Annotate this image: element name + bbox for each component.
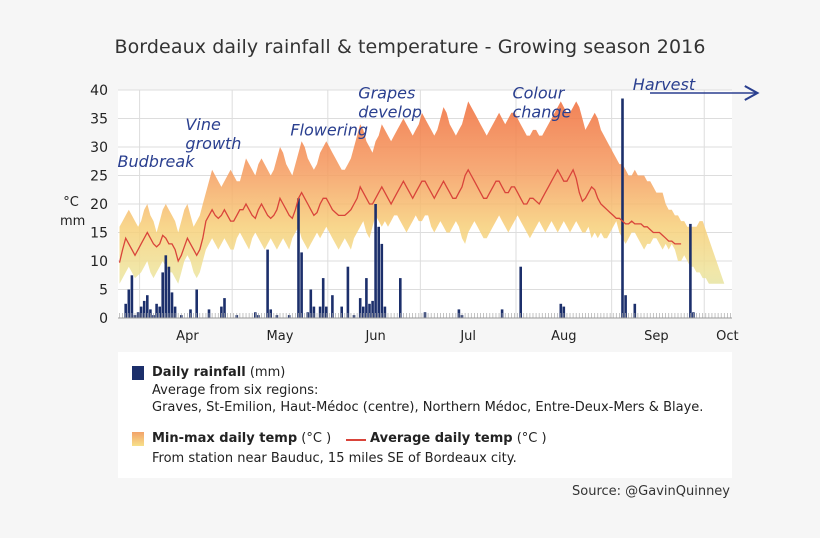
temp-range-swatch [132,432,144,446]
legend-avg-unit: (°C ) [516,431,547,446]
rain-bar [689,223,692,318]
rain-bar [309,289,313,318]
y-axis-unit-mm: mm [60,214,86,229]
month-label-aug: Aug [551,329,576,344]
legend-range-label: Min-max daily temp [152,431,298,446]
y-tick-label: 20 [90,197,108,213]
legend-temp-desc: From station near Bauduc, 15 miles SE of… [152,451,517,466]
rain-bar [170,292,174,318]
y-tick-label: 5 [99,283,108,299]
legend-rainfall-desc2: Graves, St-Emilion, Haut-Médoc (centre),… [152,400,704,415]
annotation-harvest: Harvest [633,75,696,94]
y-tick-label: 25 [90,169,108,185]
y-tick-label: 30 [90,140,108,156]
rain-bar [146,295,149,318]
month-label-oct: Oct [716,329,738,344]
legend-avg-title: Average daily temp (°C ) [370,431,547,446]
rain-bar [139,306,143,318]
annotation-budbreak: Budbreak [118,152,196,171]
rain-bar [362,306,365,318]
rain-bar [297,198,300,318]
avg-line-swatch [346,439,366,441]
rain-bar [161,272,164,318]
rain-bar [519,266,522,318]
min-max-temp-area [119,101,725,284]
rain-bar [383,306,387,318]
annotation-flowering: Flowering [290,121,368,140]
annotation-grapes-develop: develop [358,103,422,122]
rain-bar [130,275,134,319]
rain-bar [173,306,177,318]
y-tick-label: 35 [90,112,108,128]
annotation-colour-change: Colour [512,84,565,103]
chart-plot: 0 5 10 15 20 25 30 35 40 Apr May Jun Jul Aug Sep Oct B… [90,75,760,344]
month-label-jul: Jul [459,329,476,344]
rain-bar [374,204,377,318]
rain-bar [220,306,223,318]
rain-bar [559,303,563,319]
rain-bar [331,295,334,318]
month-label-apr: Apr [176,329,199,344]
annotation-grapes-develop: Grapes [358,84,415,103]
source-credit: Source: @GavinQuinney [572,484,730,499]
y-tick-label: 10 [90,254,108,270]
y-tick-label: 0 [99,311,108,327]
rain-bar [358,298,362,318]
legend-rainfall-unit: (mm) [249,365,286,380]
x-axis-ticks [119,313,731,318]
average-temp-line [118,168,682,263]
rain-bar [399,278,402,318]
rain-bar [621,98,624,318]
rain-bar [318,306,322,318]
legend-range-title: Min-max daily temp (°C ) [152,431,331,446]
rain-bar [195,289,198,318]
rain-bar [325,306,328,318]
y-tick-label: 40 [90,83,108,99]
rain-bar [164,255,168,318]
rain-bar [562,306,566,318]
x-axis-month-labels: Apr May Jun Jul Aug Sep Oct [176,329,738,344]
legend-rainfall-label: Daily rainfall [152,365,246,380]
legend-panel: Daily rainfall (mm) Average from six reg… [118,352,732,478]
rain-bar [300,252,303,318]
legend-rainfall-title: Daily rainfall (mm) [152,365,285,380]
y-axis-tick-labels: 0 5 10 15 20 25 30 35 40 [90,83,108,327]
rain-bar [365,278,368,318]
rain-bar [624,295,627,318]
rain-bar [380,243,384,318]
rain-bar [368,303,371,319]
legend-rainfall-desc1: Average from six regions: [152,383,319,398]
rain-bar [346,266,350,318]
rain-bar [377,226,380,318]
month-label-jun: Jun [364,329,385,344]
chart-title: Bordeaux daily rainfall & temperature - … [114,36,706,58]
rain-bar [127,289,131,318]
annotation-colour-change: change [512,103,571,122]
rainfall-swatch [132,366,144,380]
annotation-vine-growth: growth [185,134,241,153]
legend-avg-label: Average daily temp [370,431,513,446]
y-tick-label: 15 [90,226,108,242]
rain-bar [167,266,171,318]
rain-bar [371,300,374,318]
y-axis-unit-celsius: °C [63,195,79,210]
rain-bar [158,306,161,318]
rain-bar [223,298,226,318]
rain-bar [266,249,269,318]
rain-bar [142,300,146,318]
rain-bar [340,306,343,318]
rain-bar [124,303,127,319]
rainfall-bars [124,98,695,319]
rain-bar [321,278,325,318]
legend-range-unit: (°C ) [301,431,332,446]
month-label-may: May [267,329,294,344]
month-label-sep: Sep [644,329,669,344]
rain-bar [312,306,316,318]
rain-bar [633,303,637,319]
rain-bar [155,303,158,319]
annotation-vine-growth: Vine [185,115,221,134]
